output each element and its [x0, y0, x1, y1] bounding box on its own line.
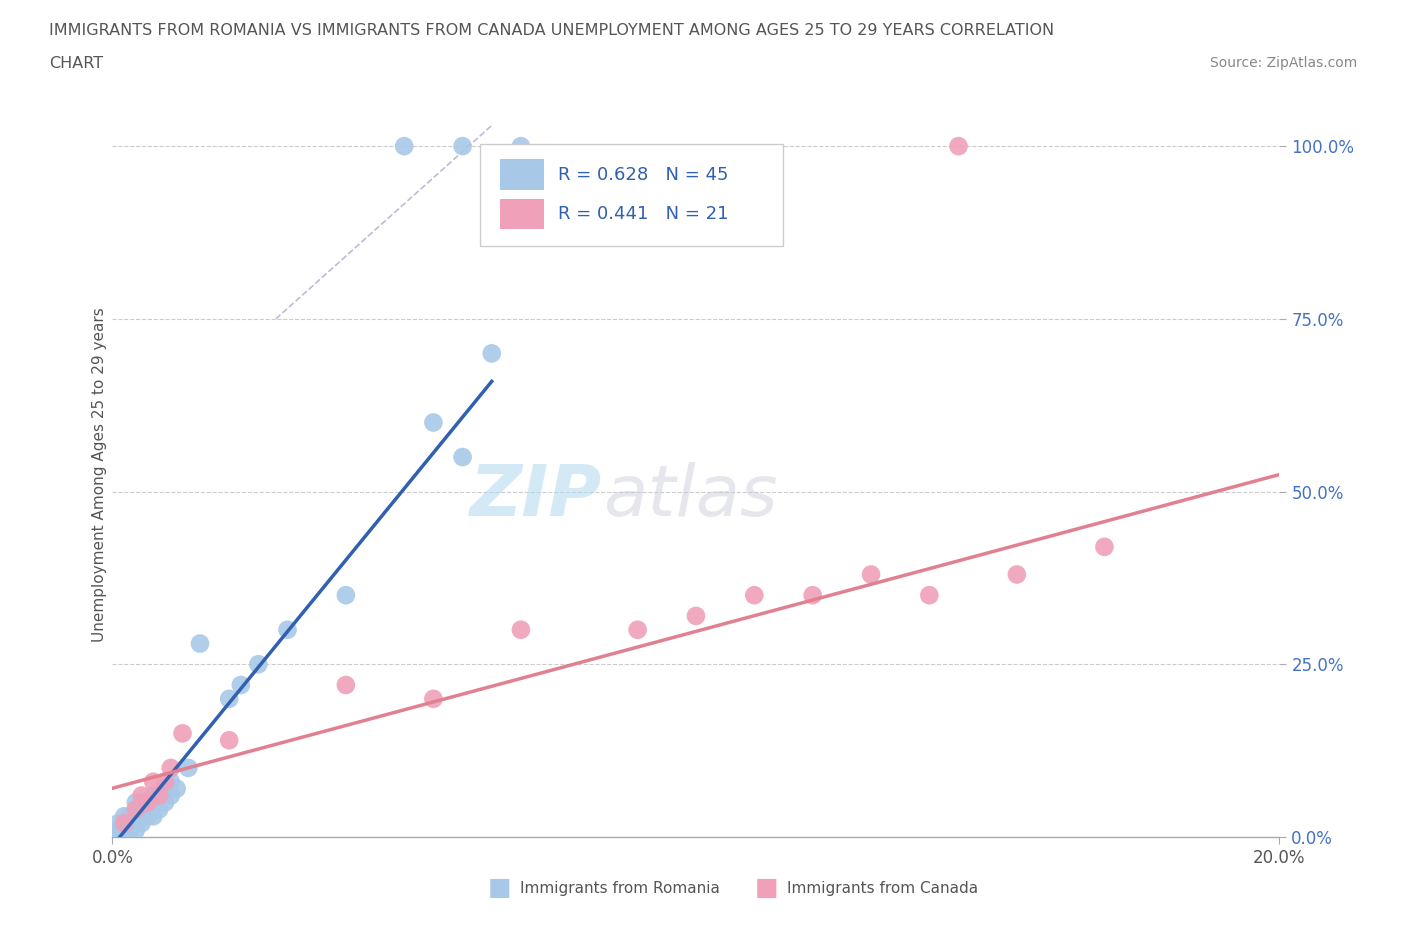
Text: R = 0.441   N = 21: R = 0.441 N = 21 — [558, 205, 728, 223]
Point — [148, 788, 170, 803]
Point — [451, 139, 474, 153]
Point — [160, 788, 183, 803]
Point — [136, 795, 159, 810]
Point — [107, 823, 129, 838]
Point — [247, 657, 270, 671]
Text: CHART: CHART — [49, 56, 103, 71]
Point — [166, 781, 188, 796]
Point — [125, 802, 148, 817]
Point — [1005, 567, 1028, 582]
Point — [118, 809, 141, 824]
Point — [107, 823, 129, 838]
Point — [142, 809, 165, 824]
Point — [125, 802, 148, 817]
Point — [188, 636, 211, 651]
FancyBboxPatch shape — [501, 159, 544, 190]
Text: ZIP: ZIP — [471, 461, 603, 530]
Point — [131, 802, 153, 817]
Point — [1094, 539, 1116, 554]
Point — [136, 809, 159, 824]
Point — [125, 816, 148, 830]
Point — [860, 567, 883, 582]
Point — [948, 139, 970, 153]
Point — [148, 802, 170, 817]
Point — [112, 809, 135, 824]
FancyBboxPatch shape — [479, 144, 783, 246]
Y-axis label: Unemployment Among Ages 25 to 29 years: Unemployment Among Ages 25 to 29 years — [91, 307, 107, 642]
Point — [422, 415, 444, 430]
Point — [218, 691, 240, 706]
Text: Source: ZipAtlas.com: Source: ZipAtlas.com — [1209, 56, 1357, 70]
Point — [107, 823, 129, 838]
Point — [131, 809, 153, 824]
Point — [112, 816, 135, 830]
Point — [153, 775, 176, 790]
FancyBboxPatch shape — [501, 199, 544, 229]
Text: ■: ■ — [488, 876, 510, 900]
Text: R = 0.628   N = 45: R = 0.628 N = 45 — [558, 166, 728, 184]
Point — [218, 733, 240, 748]
Point — [481, 346, 503, 361]
Point — [112, 816, 135, 830]
Point — [136, 795, 159, 810]
Text: atlas: atlas — [603, 461, 778, 530]
Point — [627, 622, 650, 637]
Point — [142, 788, 165, 803]
Point — [172, 726, 194, 741]
Point — [142, 795, 165, 810]
Point — [153, 795, 176, 810]
Text: ■: ■ — [755, 876, 778, 900]
Point — [276, 622, 298, 637]
Point — [112, 823, 135, 838]
Text: Immigrants from Canada: Immigrants from Canada — [787, 881, 979, 896]
Text: IMMIGRANTS FROM ROMANIA VS IMMIGRANTS FROM CANADA UNEMPLOYMENT AMONG AGES 25 TO : IMMIGRANTS FROM ROMANIA VS IMMIGRANTS FR… — [49, 23, 1054, 38]
Point — [801, 588, 824, 603]
Point — [509, 139, 531, 153]
Point — [118, 823, 141, 838]
Point — [177, 761, 200, 776]
Point — [160, 775, 183, 790]
Point — [160, 761, 183, 776]
Point — [131, 816, 153, 830]
Point — [153, 781, 176, 796]
Point — [112, 816, 135, 830]
Point — [742, 588, 765, 603]
Point — [118, 816, 141, 830]
Point — [125, 809, 148, 824]
Point — [451, 449, 474, 464]
Point — [118, 816, 141, 830]
Point — [685, 608, 707, 623]
Point — [509, 622, 531, 637]
Point — [394, 139, 416, 153]
Point — [125, 795, 148, 810]
Point — [112, 823, 135, 838]
Point — [335, 588, 357, 603]
Text: Immigrants from Romania: Immigrants from Romania — [520, 881, 720, 896]
Point — [107, 816, 129, 830]
Point — [125, 823, 148, 838]
Point — [229, 678, 252, 693]
Point — [136, 802, 159, 817]
Point — [131, 788, 153, 803]
Point — [142, 775, 165, 790]
Point — [918, 588, 941, 603]
Point — [148, 788, 170, 803]
Point — [131, 795, 153, 810]
Point — [422, 691, 444, 706]
Point — [335, 678, 357, 693]
